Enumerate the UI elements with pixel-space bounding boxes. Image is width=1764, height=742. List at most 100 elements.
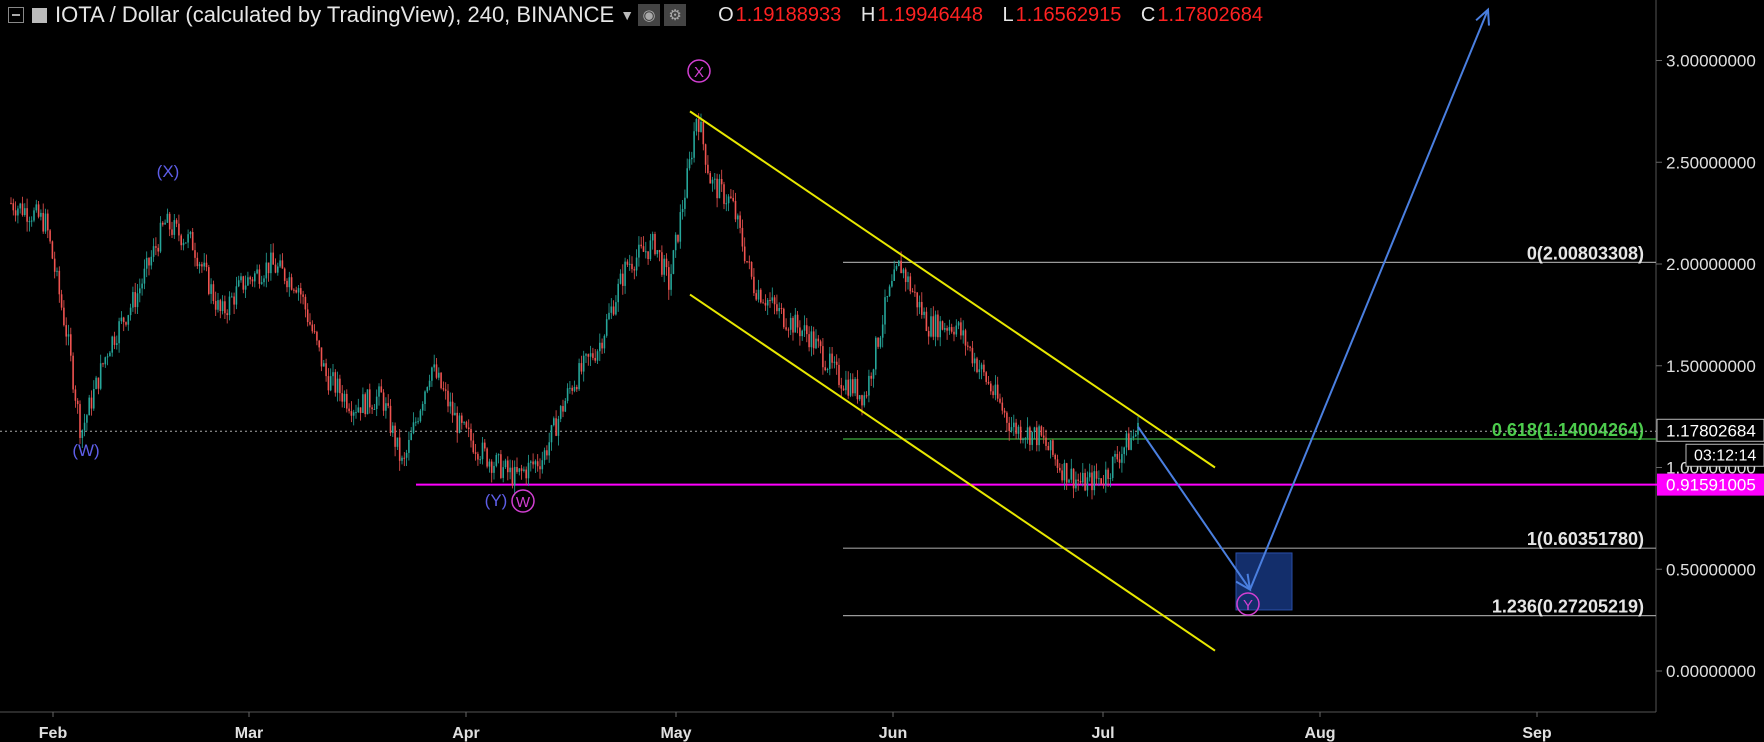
eye-icon[interactable]: ◉ (638, 4, 661, 26)
candle-body (415, 421, 417, 423)
candle-body (129, 307, 132, 316)
candle-body (350, 411, 353, 416)
candle-body (150, 256, 153, 266)
channel-upper-line (689, 110, 1216, 469)
candle-body (191, 231, 194, 251)
candle-body (382, 392, 385, 411)
candle-body (1001, 402, 1004, 411)
candle-body (316, 331, 318, 341)
candle-body (799, 327, 801, 337)
candle-body (792, 317, 794, 333)
candle-body (1019, 426, 1022, 440)
candle-body (405, 452, 408, 458)
candle-body (562, 406, 564, 412)
candle-body (76, 400, 79, 405)
candle-body (171, 229, 173, 235)
candle-body (725, 203, 728, 205)
candle-body (651, 234, 654, 241)
candle-body (479, 459, 481, 461)
candle-body (152, 246, 155, 257)
candle-body (969, 346, 971, 348)
candle-body (1118, 459, 1121, 463)
candle-body (111, 336, 113, 353)
caret-down-icon[interactable]: ▼ (620, 7, 635, 23)
candle-body (118, 321, 120, 344)
candle-body (668, 267, 670, 290)
candle-body (281, 260, 284, 269)
candle-body (530, 461, 532, 463)
candle-body (490, 461, 493, 473)
candle-body (525, 469, 527, 479)
candle-body (1065, 463, 1068, 483)
candle-body (106, 356, 109, 358)
candle-body (157, 247, 159, 252)
candle-body (649, 240, 652, 260)
candle-body (918, 301, 921, 308)
candle-body (297, 288, 300, 293)
candle-body (697, 119, 700, 132)
candle-body (279, 260, 281, 267)
candle-body (465, 422, 468, 428)
candle-body (369, 389, 371, 408)
candle-body (30, 220, 33, 222)
candle-body (829, 353, 831, 369)
candle-body (352, 412, 355, 416)
candle-body (1075, 479, 1077, 489)
candle-body (226, 313, 228, 316)
candle-body (927, 330, 930, 337)
candle-body (403, 457, 406, 459)
candle-body (1038, 426, 1040, 446)
candle-body (1128, 433, 1130, 450)
low-value: 1.16562915 (1015, 3, 1122, 26)
candle-body (909, 276, 912, 292)
candle-body (1013, 422, 1015, 428)
candle-body (553, 418, 555, 426)
candle-body (764, 302, 767, 306)
candle-body (1111, 456, 1114, 478)
candle-body (348, 408, 350, 412)
candle-body (219, 300, 222, 312)
candle-body (527, 462, 530, 479)
candle-body (776, 304, 778, 312)
last-price-box (1656, 418, 1764, 442)
candle-body (1054, 454, 1056, 460)
candle-body (240, 276, 242, 281)
candle-body (904, 269, 907, 283)
candle-body (58, 270, 61, 295)
y-tick-label: 3.00000000 (1666, 52, 1756, 71)
candle-body (810, 331, 813, 348)
candle-body (364, 394, 366, 415)
candle-body (849, 379, 852, 396)
candle-body (796, 314, 799, 328)
candle-body (948, 327, 951, 331)
candle-body (615, 302, 617, 315)
collapse-icon[interactable] (8, 7, 24, 23)
candle-body (960, 322, 962, 336)
candle-body (318, 340, 320, 348)
candle-body (743, 246, 746, 262)
candle-body (550, 425, 553, 443)
candle-body (175, 220, 178, 224)
candle-body (495, 454, 498, 466)
countdown-label: 03:12:14 (1694, 447, 1756, 464)
candle-body (127, 315, 130, 325)
candle-body (709, 173, 711, 184)
candle-body (362, 394, 364, 413)
candle-body (17, 208, 19, 216)
candle-body (990, 383, 992, 392)
symbol-title[interactable]: IOTA / Dollar (calculated by TradingView… (55, 2, 615, 27)
candle-body (313, 331, 316, 333)
candle-body (564, 400, 567, 412)
candle-body (787, 329, 790, 331)
gear-icon[interactable]: ⚙ (664, 4, 687, 26)
candle-body (1068, 479, 1070, 483)
candle-body (125, 322, 127, 325)
candle-body (47, 213, 49, 231)
candle-body (992, 391, 994, 396)
candle-body (1105, 469, 1107, 485)
candle-body (371, 407, 373, 410)
candles (10, 113, 1139, 500)
candle-body (923, 311, 925, 315)
candle-body (566, 388, 569, 401)
